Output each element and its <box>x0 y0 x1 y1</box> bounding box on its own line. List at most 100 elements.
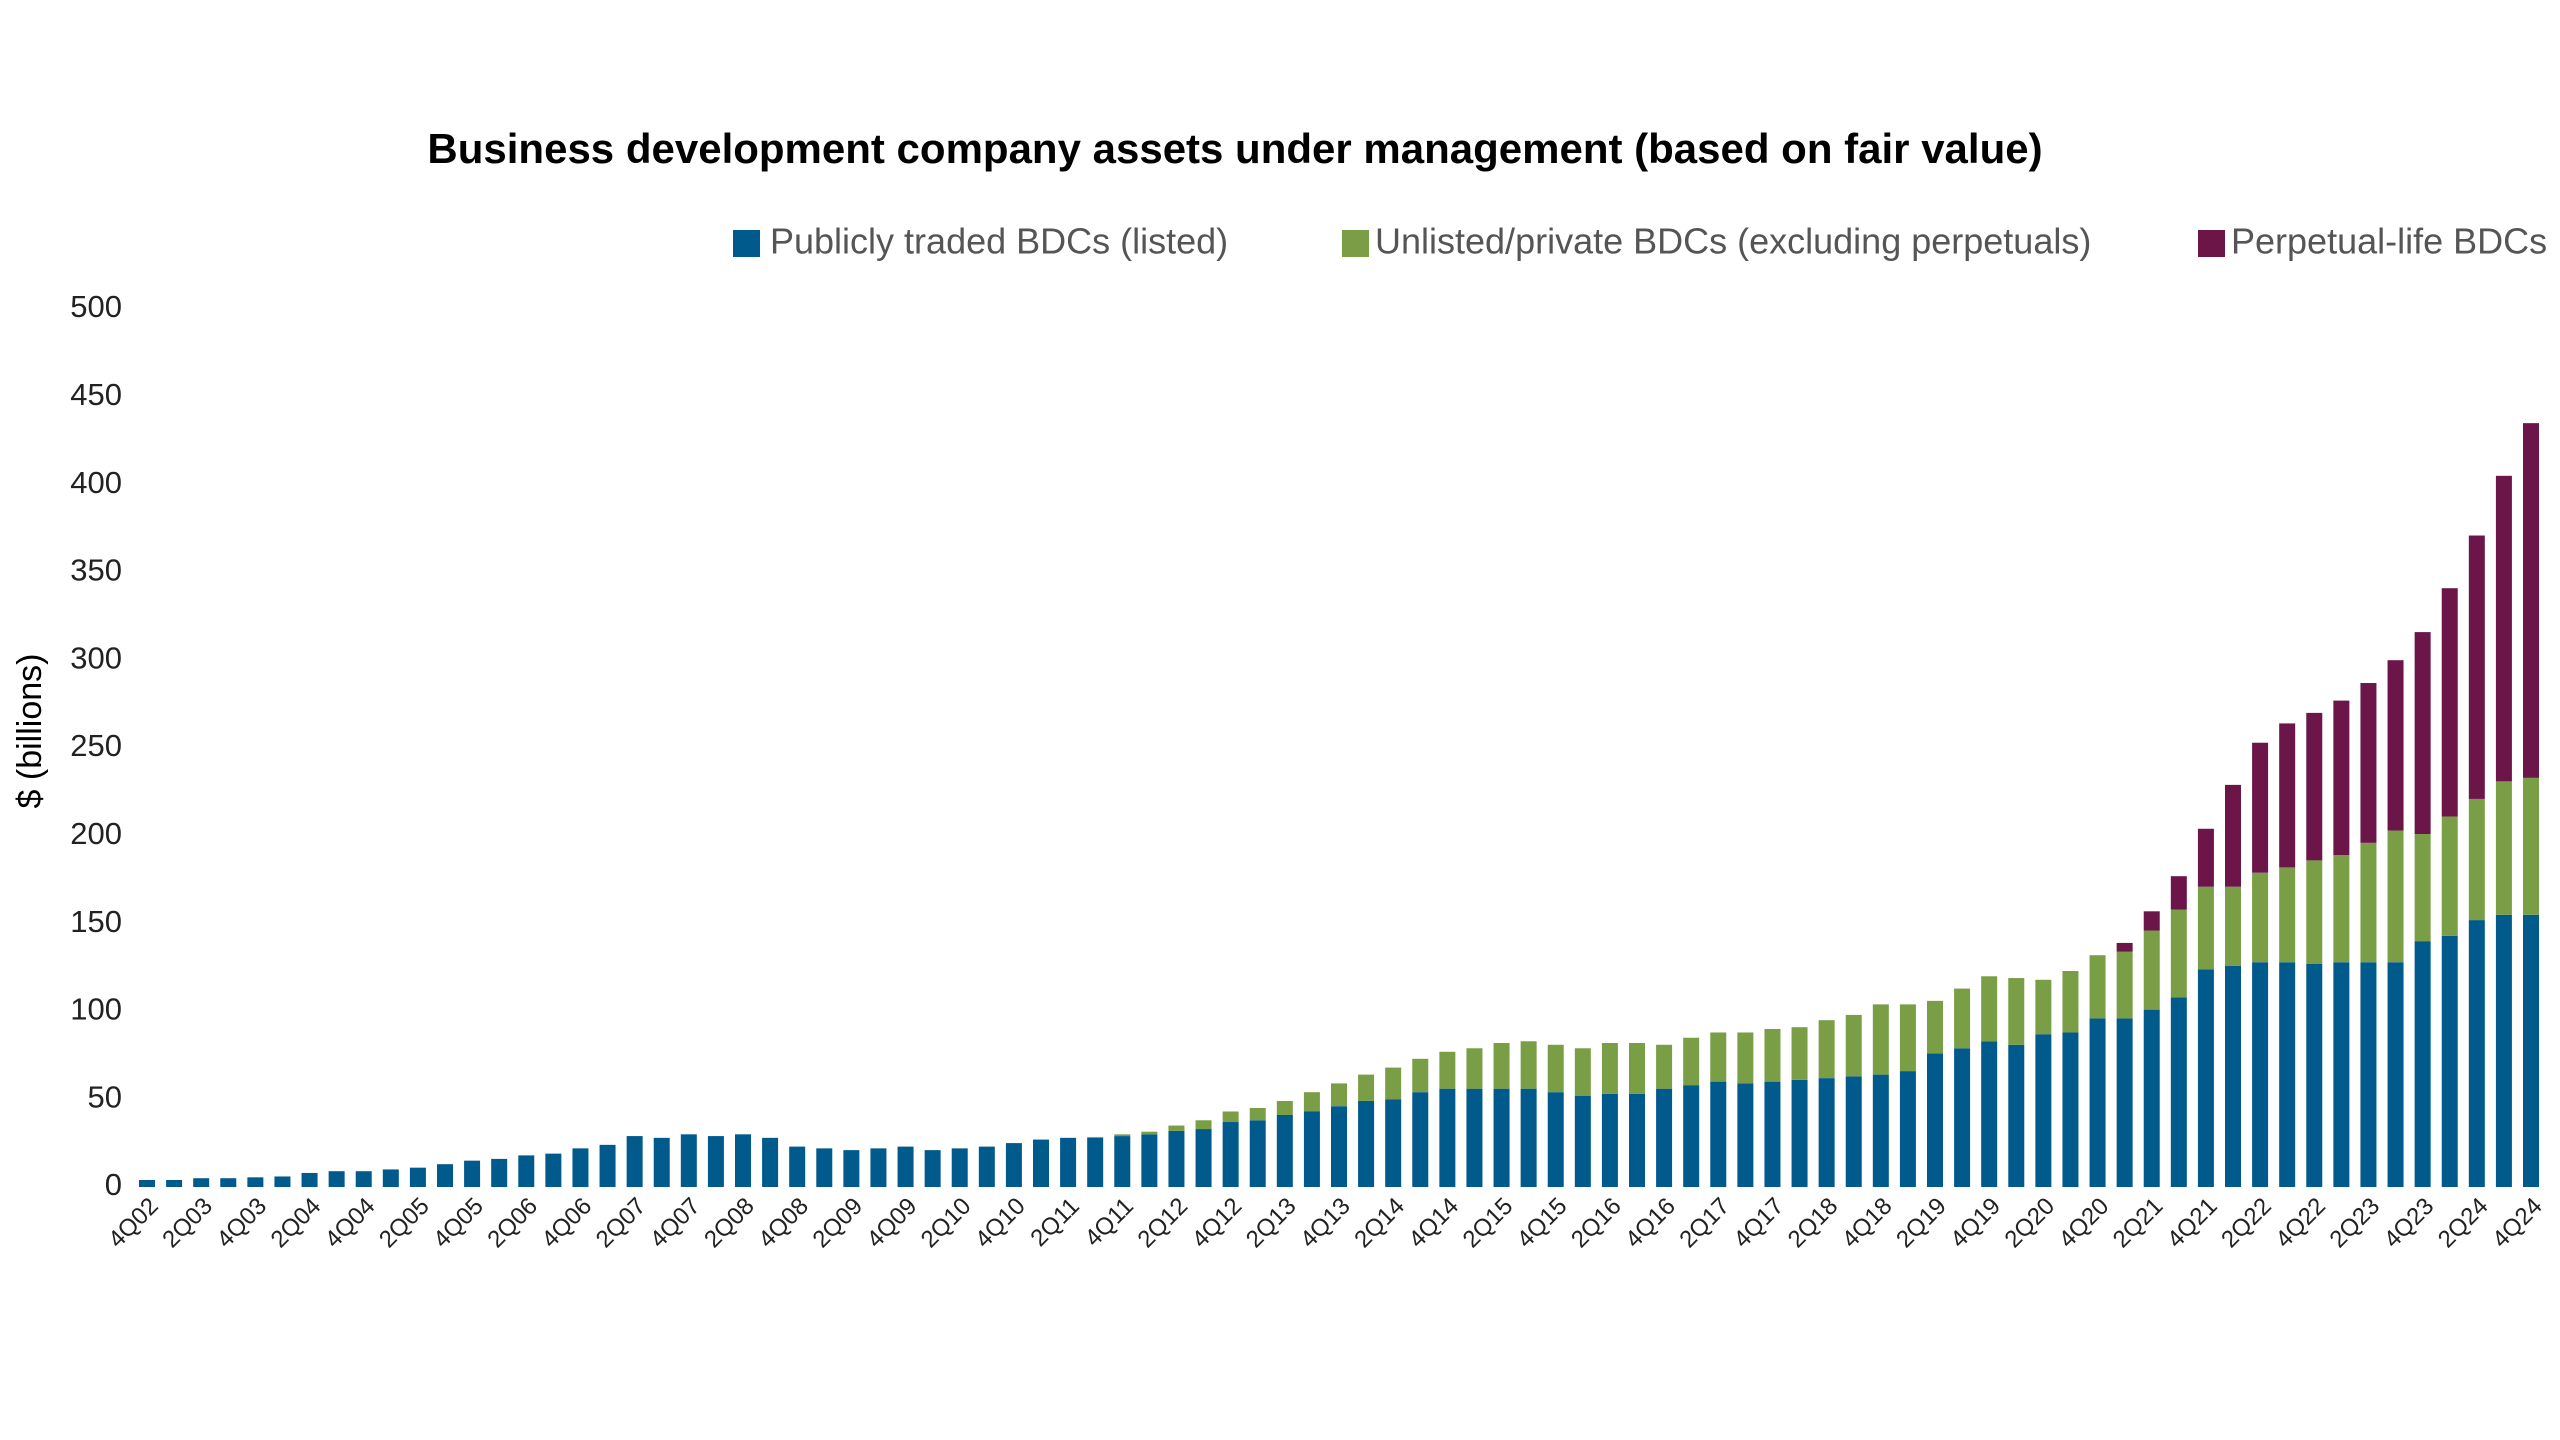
bar-segment <box>1412 1092 1429 1187</box>
bar-segment <box>247 1177 264 1187</box>
bar-segment <box>464 1160 481 1187</box>
bar-segment <box>2279 962 2296 1187</box>
x-tick-label: 2Q21 <box>2108 1193 2169 1254</box>
bar-segment <box>2495 781 2512 915</box>
bar-segment <box>1899 1004 1916 1072</box>
bar-segment <box>2170 876 2187 910</box>
bar-segment <box>2333 855 2350 963</box>
bar-segment <box>2414 834 2431 942</box>
bar-segment <box>1331 1083 1347 1107</box>
bar-segment <box>1710 1081 1727 1187</box>
bar-segment <box>2252 872 2269 963</box>
bar-segment <box>2468 920 2485 1187</box>
bar-segment <box>1872 1004 1889 1075</box>
bar-segment <box>1737 1032 1754 1084</box>
bar-segment <box>2197 886 2214 970</box>
bar-segment <box>2116 951 2133 1019</box>
x-tick-label: 2Q12 <box>1133 1193 1194 1254</box>
bar-segment <box>2225 886 2241 966</box>
legend-swatch <box>2198 230 2225 257</box>
x-tick-label: 2Q09 <box>807 1193 868 1254</box>
bar-segment <box>1385 1099 1402 1187</box>
bar-segment <box>1195 1129 1212 1187</box>
bar-segment <box>2414 941 2431 1187</box>
bar-segment <box>680 1134 697 1187</box>
x-tick-label: 4Q21 <box>2162 1193 2223 1254</box>
bar-segment <box>1114 1134 1131 1137</box>
bar-segment <box>1005 1143 1022 1187</box>
bar-segment <box>1276 1100 1293 1116</box>
bar-segment <box>2333 962 2350 1187</box>
bar-segment <box>2333 700 2350 856</box>
bar-segment <box>1845 1014 1862 1077</box>
bar-segment <box>1195 1120 1212 1130</box>
bar-segment <box>2035 1034 2052 1187</box>
bar-segment <box>626 1136 643 1187</box>
bar-segment <box>789 1146 806 1187</box>
bar-segment <box>1601 1093 1618 1187</box>
bar-segment <box>2279 867 2296 963</box>
bar-segment <box>1439 1051 1456 1089</box>
chart-title: Business development company assets unde… <box>427 125 2042 172</box>
x-tick-label: 2Q17 <box>1674 1193 1735 1254</box>
bar-segment <box>1547 1044 1564 1093</box>
bar-segment <box>1872 1074 1889 1187</box>
bar-segment <box>1683 1085 1700 1187</box>
x-tick-label: 2Q18 <box>1783 1193 1844 1254</box>
y-tick-label: 350 <box>70 553 122 588</box>
bar-segment <box>382 1169 399 1187</box>
bar-segment <box>2306 860 2323 964</box>
bar-segment <box>220 1178 237 1187</box>
x-tick-label: 2Q14 <box>1349 1193 1410 1254</box>
bar-segment <box>1683 1037 1700 1086</box>
bar-segment <box>2143 930 2160 1010</box>
bar-segment <box>1331 1106 1347 1187</box>
bar-segment <box>2360 842 2377 963</box>
bar-segment <box>2008 1044 2025 1187</box>
bar-segment <box>816 1148 833 1187</box>
bar-segment <box>1087 1137 1104 1187</box>
legend-swatch <box>733 230 760 257</box>
bar-segment <box>1629 1093 1645 1187</box>
x-tick-label: 4Q09 <box>862 1193 923 1254</box>
bar-segment <box>1466 1048 1483 1089</box>
bar-segment <box>2062 1032 2079 1187</box>
bar-segment <box>653 1137 670 1187</box>
x-tick-label: 4Q04 <box>320 1193 381 1254</box>
bar-segment <box>1764 1028 1781 1082</box>
bar-segment <box>1412 1058 1429 1093</box>
bar-segment <box>1168 1125 1185 1131</box>
bar-segment <box>599 1144 616 1187</box>
bar-segment <box>2225 784 2241 887</box>
y-tick-label: 400 <box>70 465 122 500</box>
legend-label: Publicly traded BDCs (listed) <box>770 221 1228 262</box>
bar-segment <box>1818 1020 1835 1079</box>
x-tick-label: 2Q20 <box>1999 1193 2060 1254</box>
bar-segment <box>2062 971 2079 1033</box>
bar-segment <box>2089 1018 2106 1187</box>
y-tick-label: 150 <box>70 904 122 939</box>
bar-segment <box>2306 963 2323 1187</box>
bar-segment <box>2116 1018 2133 1187</box>
x-tick-label: 2Q03 <box>157 1193 218 1254</box>
bar-segment <box>951 1148 968 1187</box>
bar-segment <box>2170 909 2187 998</box>
bar-segment <box>1601 1043 1618 1094</box>
bar-segment <box>2414 632 2431 835</box>
bar-segment <box>735 1134 751 1187</box>
bar-segment <box>491 1158 508 1187</box>
y-tick-label: 200 <box>70 816 122 851</box>
x-tick-label: 2Q08 <box>699 1193 760 1254</box>
x-tick-label: 2Q15 <box>1458 1193 1519 1254</box>
bar-segment <box>545 1153 562 1187</box>
x-tick-label: 4Q17 <box>1729 1193 1790 1254</box>
bar-segment <box>1114 1136 1131 1187</box>
bar-segment <box>1981 1041 1998 1187</box>
legend-swatch <box>1342 230 1369 257</box>
y-axis-label: $ (billions) <box>11 654 49 809</box>
x-tick-label: 4Q20 <box>2054 1193 2115 1254</box>
x-tick-label: 4Q14 <box>1403 1193 1464 1254</box>
bar-segment <box>1845 1076 1862 1187</box>
x-tick-label: 2Q16 <box>1566 1193 1627 1254</box>
